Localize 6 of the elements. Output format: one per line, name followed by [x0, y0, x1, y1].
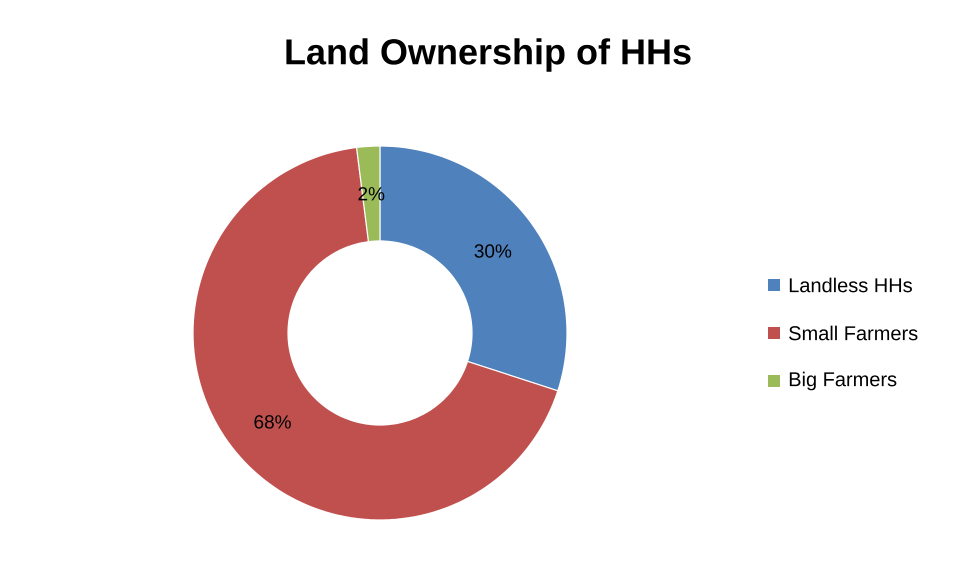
- legend-label: Landless HHs: [790, 278, 912, 292]
- legend-label: Small Farmers: [789, 326, 918, 340]
- data-label: 68%: [254, 415, 291, 429]
- data-label: 30%: [474, 244, 512, 258]
- legend-label: Big Farmers: [790, 372, 896, 390]
- chart-title: Land Ownership of HHs: [286, 38, 691, 72]
